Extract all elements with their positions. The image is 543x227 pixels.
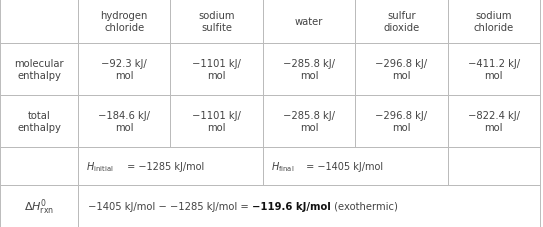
Text: −1405 kJ/mol − −1285 kJ/mol =: −1405 kJ/mol − −1285 kJ/mol = <box>88 201 252 211</box>
Bar <box>355 44 447 96</box>
Bar <box>171 44 263 96</box>
Bar <box>0 44 78 96</box>
Bar <box>447 147 540 185</box>
Bar <box>263 96 355 147</box>
Bar <box>447 44 540 96</box>
Text: sodium
sulfite: sodium sulfite <box>198 11 235 33</box>
Text: −92.3 kJ/
mol: −92.3 kJ/ mol <box>102 59 147 81</box>
Bar <box>355 96 447 147</box>
Bar <box>263 147 447 185</box>
Text: −1101 kJ/
mol: −1101 kJ/ mol <box>192 110 241 133</box>
Text: water: water <box>295 17 323 27</box>
Bar <box>0 0 78 44</box>
Bar <box>0 96 78 147</box>
Bar <box>0 147 78 185</box>
Bar <box>78 147 263 185</box>
Text: (exothermic): (exothermic) <box>331 201 397 211</box>
Text: $\Delta H^0_{\mathrm{rxn}}$: $\Delta H^0_{\mathrm{rxn}}$ <box>24 196 54 216</box>
Bar <box>0 185 78 227</box>
Text: molecular
enthalpy: molecular enthalpy <box>14 59 64 81</box>
Bar <box>171 96 263 147</box>
Text: −411.2 kJ/
mol: −411.2 kJ/ mol <box>468 59 520 81</box>
Text: sodium
chloride: sodium chloride <box>473 11 514 33</box>
Text: $H_{\mathrm{final}}$: $H_{\mathrm{final}}$ <box>271 159 294 173</box>
Bar <box>171 0 263 44</box>
Bar <box>447 0 540 44</box>
Text: −285.8 kJ/
mol: −285.8 kJ/ mol <box>283 59 335 81</box>
Text: sulfur
dioxide: sulfur dioxide <box>383 11 420 33</box>
Text: −184.6 kJ/
mol: −184.6 kJ/ mol <box>98 110 150 133</box>
Text: −296.8 kJ/
mol: −296.8 kJ/ mol <box>375 110 427 133</box>
Bar <box>78 96 171 147</box>
Bar <box>355 0 447 44</box>
Text: total
enthalpy: total enthalpy <box>17 110 61 133</box>
Bar <box>78 0 171 44</box>
Text: hydrogen
chloride: hydrogen chloride <box>100 11 148 33</box>
Text: $H_{\mathrm{initial}}$: $H_{\mathrm{initial}}$ <box>86 159 113 173</box>
Text: −822.4 kJ/
mol: −822.4 kJ/ mol <box>468 110 520 133</box>
Text: −119.6 kJ/mol: −119.6 kJ/mol <box>252 201 331 211</box>
Text: = −1405 kJ/mol: = −1405 kJ/mol <box>303 161 383 171</box>
Text: = −1285 kJ/mol: = −1285 kJ/mol <box>124 161 204 171</box>
Bar <box>78 44 171 96</box>
Text: −296.8 kJ/
mol: −296.8 kJ/ mol <box>375 59 427 81</box>
Bar <box>263 44 355 96</box>
Text: −285.8 kJ/
mol: −285.8 kJ/ mol <box>283 110 335 133</box>
Bar <box>78 185 540 227</box>
Bar <box>263 0 355 44</box>
Text: −1101 kJ/
mol: −1101 kJ/ mol <box>192 59 241 81</box>
Bar <box>447 96 540 147</box>
